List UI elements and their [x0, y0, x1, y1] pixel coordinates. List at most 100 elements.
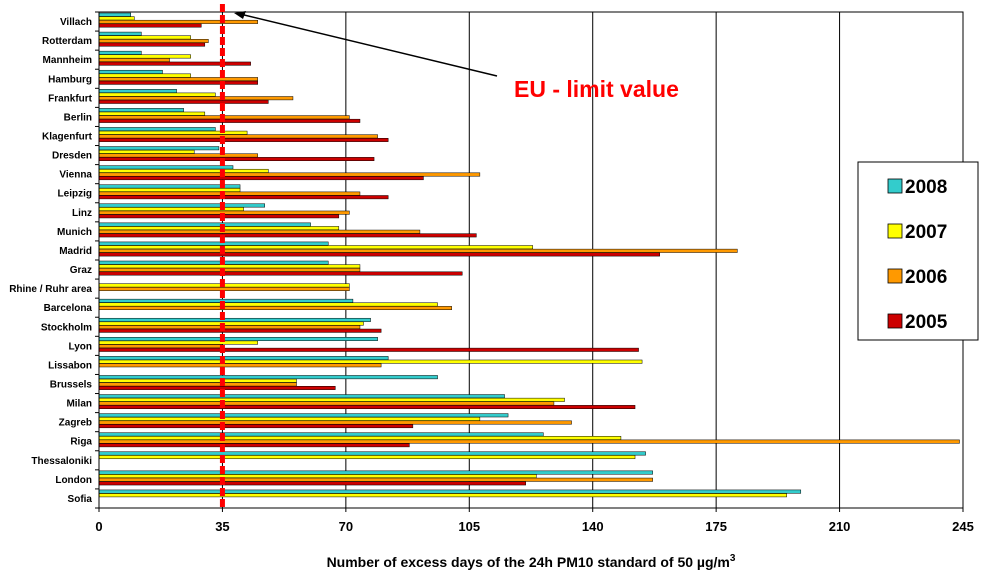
bar-lissabon-2008 [98, 356, 389, 361]
category-label-rotterdam: Rotterdam [42, 36, 92, 47]
bar-vienna-2008 [98, 165, 234, 170]
bar-riga-2006 [98, 439, 960, 444]
category-label-graz: Graz [70, 265, 92, 276]
x-tick-label-105: 105 [458, 519, 480, 534]
legend-label-2006: 2006 [905, 267, 947, 288]
bar-villach-2007 [98, 16, 135, 21]
bar-vienna-2006 [98, 172, 481, 177]
bar-zagreb-2006 [98, 420, 572, 425]
x-tick-label-140: 140 [582, 519, 604, 534]
bar-mannheim-2006 [98, 58, 170, 63]
bar-rotterdam-2005 [98, 42, 206, 47]
bar-riga-2007 [98, 436, 622, 440]
category-label-hamburg: Hamburg [48, 74, 92, 85]
bar-stockholm-2005 [98, 328, 382, 333]
bar-dresden-2006 [98, 153, 258, 158]
bar-linz-2005 [98, 214, 340, 219]
bar-riga-2005 [98, 443, 410, 448]
bar-munich-2007 [98, 226, 340, 231]
legend-label-2007: 2007 [905, 222, 947, 243]
category-label-thessaloniki: Thessaloniki [31, 456, 92, 467]
x-tick-label-245: 245 [952, 519, 974, 534]
bar-madrid-2008 [98, 241, 329, 246]
bar-leipzig-2005 [98, 195, 389, 200]
bar-milan-2006 [98, 401, 555, 406]
bar-mannheim-2008 [98, 50, 142, 55]
bar-rotterdam-2006 [98, 39, 209, 43]
bar-graz-2006 [98, 267, 361, 272]
bar-london-2005 [98, 481, 526, 486]
bar-graz-2008 [98, 260, 329, 265]
bar-vienna-2005 [98, 176, 424, 181]
eu-limit-label: EU - limit value [514, 76, 679, 102]
category-label-milan: Milan [66, 399, 92, 410]
bar-graz-2005 [98, 271, 463, 276]
category-label-riga: Riga [70, 437, 92, 448]
bar-brussels-2008 [98, 375, 438, 380]
bar-graz-2007 [98, 264, 361, 269]
annotation-arrow-shaft [239, 13, 498, 77]
bars-group [98, 12, 960, 498]
x-tick-label-175: 175 [705, 519, 727, 534]
bar-hamburg-2007 [98, 73, 191, 78]
category-label-zagreb: Zagreb [59, 418, 92, 429]
bar-villach-2006 [98, 19, 258, 24]
category-label-leipzig: Leipzig [58, 189, 92, 200]
category-label-lyon: Lyon [68, 341, 92, 352]
bar-rotterdam-2007 [98, 35, 191, 40]
bar-klagenfurt-2008 [98, 127, 216, 132]
bar-stockholm-2007 [98, 321, 364, 326]
bar-frankfurt-2007 [98, 92, 216, 97]
category-label-villach: Villach [60, 17, 92, 28]
bar-madrid-2007 [98, 245, 534, 250]
bar-brussels-2006 [98, 382, 297, 387]
eu-limit-annotation: EU - limit value [234, 11, 679, 102]
bar-mannheim-2005 [98, 61, 251, 66]
bar-vienna-2007 [98, 168, 269, 173]
bar-berlin-2005 [98, 118, 361, 123]
bar-frankfurt-2008 [98, 89, 177, 93]
bar-lissabon-2007 [98, 359, 643, 364]
bar-milan-2005 [98, 405, 636, 409]
bar-london-2008 [98, 470, 653, 475]
category-label-sofia: Sofia [68, 494, 93, 505]
x-tick-label-210: 210 [829, 519, 851, 534]
legend-box [857, 161, 979, 341]
bar-munich-2008 [98, 222, 311, 227]
bar-brussels-2005 [98, 386, 336, 390]
category-label-frankfurt: Frankfurt [48, 93, 93, 104]
legend-swatch-2006 [887, 268, 903, 284]
bar-sofia-2007 [98, 493, 787, 498]
bar-villach-2008 [98, 12, 131, 17]
x-axis-label-superscript: 3 [730, 553, 736, 564]
legend-label-2008: 2008 [905, 177, 947, 198]
bar-leipzig-2008 [98, 184, 241, 189]
bar-klagenfurt-2006 [98, 134, 378, 139]
annotation-arrowhead [234, 11, 246, 19]
category-label-madrid: Madrid [59, 246, 92, 257]
x-axis-label: Number of excess days of the 24h PM10 st… [327, 553, 736, 570]
bar-milan-2007 [98, 397, 565, 402]
bar-mannheim-2007 [98, 54, 191, 59]
bar-berlin-2008 [98, 108, 184, 113]
bar-lyon-2007 [98, 340, 258, 345]
legend-label-2005: 2005 [905, 312, 948, 333]
x-tick-label-0: 0 [95, 519, 102, 534]
legend-swatch-2005 [887, 313, 903, 329]
category-label-mannheim: Mannheim [43, 55, 93, 66]
category-label-brussels: Brussels [50, 380, 93, 391]
bar-berlin-2007 [98, 111, 206, 116]
bar-sofia-2008 [98, 489, 802, 494]
category-label-london: London [55, 475, 92, 486]
category-label-berlin: Berlin [64, 112, 92, 123]
bar-lyon-2008 [98, 337, 378, 341]
category-label-stockholm: Stockholm [41, 322, 92, 333]
category-label-dresden: Dresden [52, 151, 92, 162]
bar-dresden-2008 [98, 146, 220, 151]
bar-lyon-2006 [98, 344, 223, 349]
bar-zagreb-2005 [98, 424, 414, 429]
bar-madrid-2006 [98, 248, 738, 253]
category-label-munich: Munich [57, 227, 92, 238]
category-label-vienna: Vienna [59, 170, 92, 181]
